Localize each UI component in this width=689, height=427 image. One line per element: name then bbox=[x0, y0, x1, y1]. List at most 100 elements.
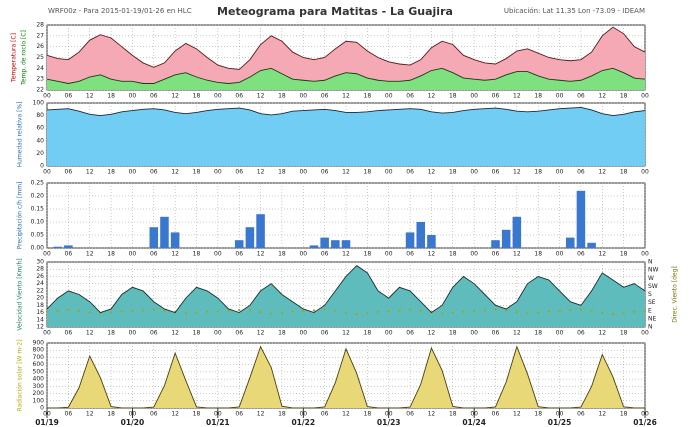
y-tick-label: 600 bbox=[33, 361, 45, 368]
x-tick-label: 12 bbox=[257, 169, 265, 176]
y-tick-label: 22 bbox=[36, 287, 44, 294]
x-tick-label: 18 bbox=[449, 411, 457, 418]
x-tick-label: 18 bbox=[534, 411, 542, 418]
wind-direction-dot bbox=[537, 311, 540, 314]
y-tick-label: 100 bbox=[33, 397, 45, 404]
x-tick-label: 12 bbox=[342, 251, 350, 258]
x-tick-label: 06 bbox=[406, 330, 414, 337]
date-label: 01/19 bbox=[35, 418, 59, 427]
x-tick-label: 18 bbox=[278, 169, 286, 176]
bar bbox=[501, 229, 511, 248]
x-tick-label: 06 bbox=[492, 330, 500, 337]
date-label: 01/23 bbox=[377, 418, 401, 427]
wind-direction-dot bbox=[67, 308, 70, 312]
y-tick-label: 800 bbox=[33, 347, 45, 354]
x-tick-label: 00 bbox=[385, 169, 393, 176]
y-tick-label: 700 bbox=[33, 354, 45, 361]
x-tick-label: 12 bbox=[513, 251, 521, 258]
x-tick-label: 00 bbox=[556, 251, 564, 258]
wind-direction-dot bbox=[270, 312, 273, 315]
date-label: 01/22 bbox=[291, 418, 315, 427]
y-tick-label: 24 bbox=[36, 280, 44, 287]
y-tick-label: 28 bbox=[36, 266, 44, 273]
wind-direction-dot bbox=[569, 309, 572, 312]
bar bbox=[64, 245, 73, 248]
x-tick-label: 06 bbox=[150, 251, 158, 258]
wind-direction-dot bbox=[515, 310, 519, 314]
x-tick-label: 06 bbox=[65, 169, 73, 176]
wind-direction-dot bbox=[526, 312, 529, 315]
x-tick-label: 12 bbox=[257, 330, 265, 337]
x-tick-label: 12 bbox=[171, 411, 179, 418]
x-tick-label: 18 bbox=[107, 251, 115, 258]
x-tick-label: 06 bbox=[150, 330, 158, 337]
x-tick-label: 00 bbox=[129, 330, 137, 337]
x-tick-label: 12 bbox=[598, 251, 606, 258]
y2-tick-label: NW bbox=[648, 267, 658, 274]
series-line bbox=[46, 265, 646, 314]
x-tick-label: 06 bbox=[492, 169, 500, 176]
axis-label: Temperatura [C] bbox=[11, 33, 18, 83]
date-label: 01/21 bbox=[206, 418, 230, 427]
wind-direction-dot bbox=[334, 309, 337, 312]
x-tick-label: 06 bbox=[321, 93, 329, 100]
x-tick-label: 06 bbox=[235, 169, 243, 176]
x-tick-label: 00 bbox=[43, 169, 51, 176]
x-tick-label: 00 bbox=[299, 251, 307, 258]
y-tick-label: 12 bbox=[36, 324, 44, 331]
x-tick-label: 00 bbox=[299, 330, 307, 337]
x-tick-label: 18 bbox=[278, 251, 286, 258]
wind-direction-dot bbox=[601, 311, 604, 315]
bar bbox=[149, 227, 159, 248]
x-tick-label: 12 bbox=[171, 251, 179, 258]
wind-direction-dot bbox=[483, 309, 487, 312]
x-tick-label: 12 bbox=[513, 330, 521, 337]
x-tick-label: 00 bbox=[43, 251, 51, 258]
x-tick-label: 00 bbox=[641, 251, 649, 258]
x-tick-label: 00 bbox=[470, 330, 478, 337]
x-tick-label: 18 bbox=[620, 330, 628, 337]
y-tick-label: 900 bbox=[33, 340, 45, 347]
y-tick-label: 40 bbox=[36, 137, 44, 144]
wind-direction-dot bbox=[355, 312, 358, 316]
x-tick-label: 18 bbox=[534, 93, 542, 100]
bar bbox=[309, 245, 319, 248]
y-tick-label: 22 bbox=[36, 87, 44, 94]
x-tick-label: 00 bbox=[299, 93, 307, 100]
y-tick-label: 28 bbox=[36, 22, 44, 29]
x-tick-label: 06 bbox=[321, 330, 329, 337]
x-tick-label: 06 bbox=[65, 251, 73, 258]
x-tick-label: 12 bbox=[598, 93, 606, 100]
wind-direction-dot bbox=[633, 310, 636, 314]
x-tick-label: 06 bbox=[492, 93, 500, 100]
bar bbox=[491, 240, 500, 248]
x-tick-label: 00 bbox=[556, 93, 564, 100]
y2-tick-label: N bbox=[648, 259, 653, 266]
y-tick-label: 24 bbox=[36, 65, 44, 72]
x-tick-label: 12 bbox=[598, 411, 606, 418]
y-tick-label: 60 bbox=[36, 125, 44, 132]
wind-direction-dot bbox=[398, 309, 401, 312]
wind-direction-dot bbox=[99, 312, 102, 315]
wind-direction-dot bbox=[77, 309, 81, 312]
y-tick-label: 14 bbox=[36, 316, 44, 323]
x-tick-label: 18 bbox=[193, 169, 201, 176]
x-tick-label: 18 bbox=[193, 330, 201, 337]
wind-direction-dot bbox=[312, 309, 316, 312]
x-tick-label: 12 bbox=[428, 169, 436, 176]
y-tick-label: 18 bbox=[36, 302, 44, 309]
x-tick-label: 18 bbox=[534, 251, 542, 258]
bar bbox=[320, 237, 329, 248]
y2-tick-label: N bbox=[648, 324, 653, 331]
y-tick-label: 200 bbox=[33, 390, 45, 397]
x-tick-label: 18 bbox=[193, 251, 201, 258]
wind-direction-dot bbox=[451, 311, 454, 314]
axis-label: Temp. de rocío [C] bbox=[21, 30, 28, 86]
wind-direction-dot bbox=[302, 309, 305, 313]
y-tick-label: 20 bbox=[36, 295, 44, 302]
x-tick-label: 12 bbox=[342, 93, 350, 100]
wind-direction-dot bbox=[579, 308, 583, 311]
x-tick-label: 12 bbox=[342, 169, 350, 176]
series-line bbox=[47, 345, 645, 409]
x-tick-label: 00 bbox=[385, 93, 393, 100]
